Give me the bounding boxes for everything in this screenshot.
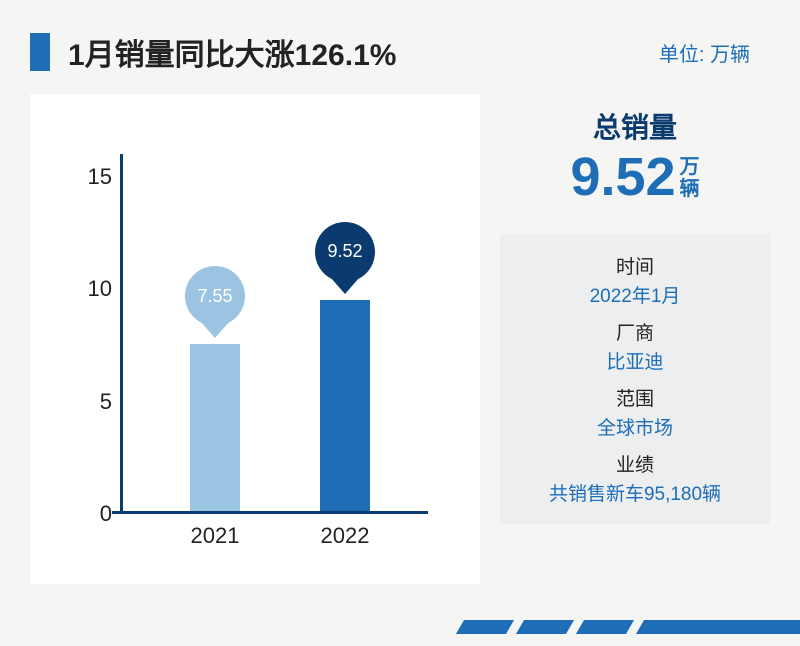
header: 1月销量同比大涨126.1% 单位: 万辆 [0, 0, 800, 94]
x-axis [112, 511, 428, 514]
ytick-label: 0 [72, 501, 112, 527]
unit-label: 单位: 万辆 [659, 38, 750, 67]
info-label: 厂商 [510, 318, 760, 345]
total-value: 9.52 [570, 150, 675, 204]
footer-line [680, 620, 800, 634]
info-value: 共销售新车95,180辆 [510, 479, 760, 506]
bar-2021 [190, 344, 240, 511]
info-value: 2022年1月 [510, 281, 760, 308]
badge-pointer-icon [201, 322, 229, 338]
xlabel-2021: 2021 [191, 523, 240, 549]
info-label: 业绩 [510, 450, 760, 477]
info-label: 时间 [510, 252, 760, 279]
info-label: 范围 [510, 384, 760, 411]
ytick-label: 5 [72, 389, 112, 415]
info-box: 时间2022年1月厂商比亚迪范围全球市场业绩共销售新车95,180辆 [500, 234, 770, 524]
info-item: 厂商比亚迪 [510, 318, 760, 374]
info-item: 业绩共销售新车95,180辆 [510, 450, 760, 506]
ytick-label: 15 [72, 164, 112, 190]
info-item: 时间2022年1月 [510, 252, 760, 308]
total-unit: 万 辆 [680, 156, 700, 204]
footer-stripes [460, 620, 690, 634]
xlabel-2022: 2022 [321, 523, 370, 549]
stripe [576, 620, 634, 634]
info-item: 范围全球市场 [510, 384, 760, 440]
value-badge-2022: 9.52 [315, 222, 375, 282]
badge-pointer-icon [331, 278, 359, 294]
total-value-row: 9.52 万 辆 [500, 150, 770, 204]
unit-liang: 辆 [680, 178, 700, 200]
unit-wan: 万 [680, 156, 700, 178]
info-value: 全球市场 [510, 413, 760, 440]
y-axis [120, 154, 123, 514]
stripe [456, 620, 514, 634]
ytick-label: 10 [72, 276, 112, 302]
header-left: 1月销量同比大涨126.1% [30, 30, 396, 74]
side-panel: 总销量 9.52 万 辆 时间2022年1月厂商比亚迪范围全球市场业绩共销售新车… [500, 94, 770, 584]
bar-chart: 0510157.5520219.522022 [120, 154, 420, 514]
chart-panel: 0 5 10 15 7.55 2021 9.52 2022 [30, 94, 480, 584]
accent-bar [30, 33, 50, 71]
value-badge-2021: 7.55 [185, 266, 245, 326]
page-title: 1月销量同比大涨126.1% [68, 30, 396, 74]
info-value: 比亚迪 [510, 347, 760, 374]
total-sales-box: 总销量 9.52 万 辆 [500, 94, 770, 216]
bar-2022 [320, 300, 370, 511]
total-label: 总销量 [500, 106, 770, 146]
stripe [516, 620, 574, 634]
content: 0 5 10 15 7.55 2021 9.52 2022 总销量 9.52 万 辆 时间20… [0, 94, 800, 584]
